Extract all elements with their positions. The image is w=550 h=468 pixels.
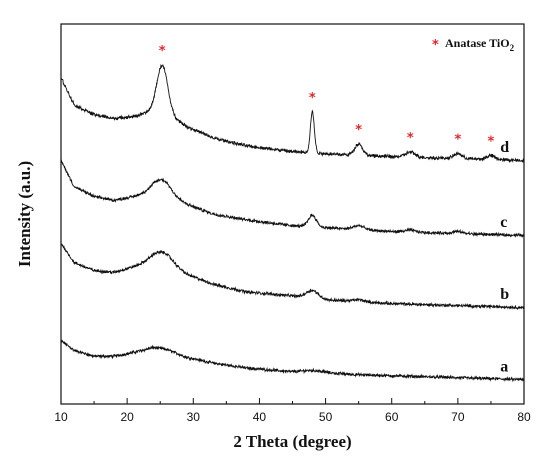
series-layer <box>60 64 525 383</box>
x-tick-label: 80 <box>517 410 531 424</box>
series-label-a: a <box>500 358 508 375</box>
x-tick-label: 10 <box>54 410 68 424</box>
y-axis-label: Intensity (a.u.) <box>15 161 34 267</box>
x-tick-label: 40 <box>253 410 267 424</box>
anatase-peak-marker: * <box>355 123 362 138</box>
labels: 10 20 30 40 50 60 70 80 2 Theta (degree) Intensit… <box>15 36 531 451</box>
series-line-a <box>60 339 525 383</box>
x-axis-label: 2 Theta (degree) <box>233 432 351 451</box>
series-line-b <box>60 242 525 311</box>
x-tick-label: 50 <box>319 410 333 424</box>
anatase-peak-marker: * <box>159 44 166 59</box>
anatase-peak-marker: * <box>488 135 495 150</box>
anatase-peak-marker: * <box>407 131 414 146</box>
series-line-d <box>60 64 525 164</box>
series-label-c: c <box>500 214 507 231</box>
plot-frame <box>60 23 525 405</box>
legend-subscript: 2 <box>510 43 515 53</box>
x-tick-label: 70 <box>451 410 465 424</box>
axes <box>60 23 525 405</box>
anatase-peak-marker: * <box>454 133 461 148</box>
series-label-b: b <box>500 286 509 303</box>
legend-text: Anatase TiO2 <box>445 36 515 53</box>
x-tick-label: 20 <box>120 410 134 424</box>
series-label-d: d <box>500 139 509 156</box>
legend-marker: * <box>432 38 439 53</box>
x-tick-label: 60 <box>385 410 399 424</box>
anatase-peak-marker: * <box>309 91 316 106</box>
x-tick-label: 30 <box>187 410 201 424</box>
series-line-c <box>60 159 525 238</box>
